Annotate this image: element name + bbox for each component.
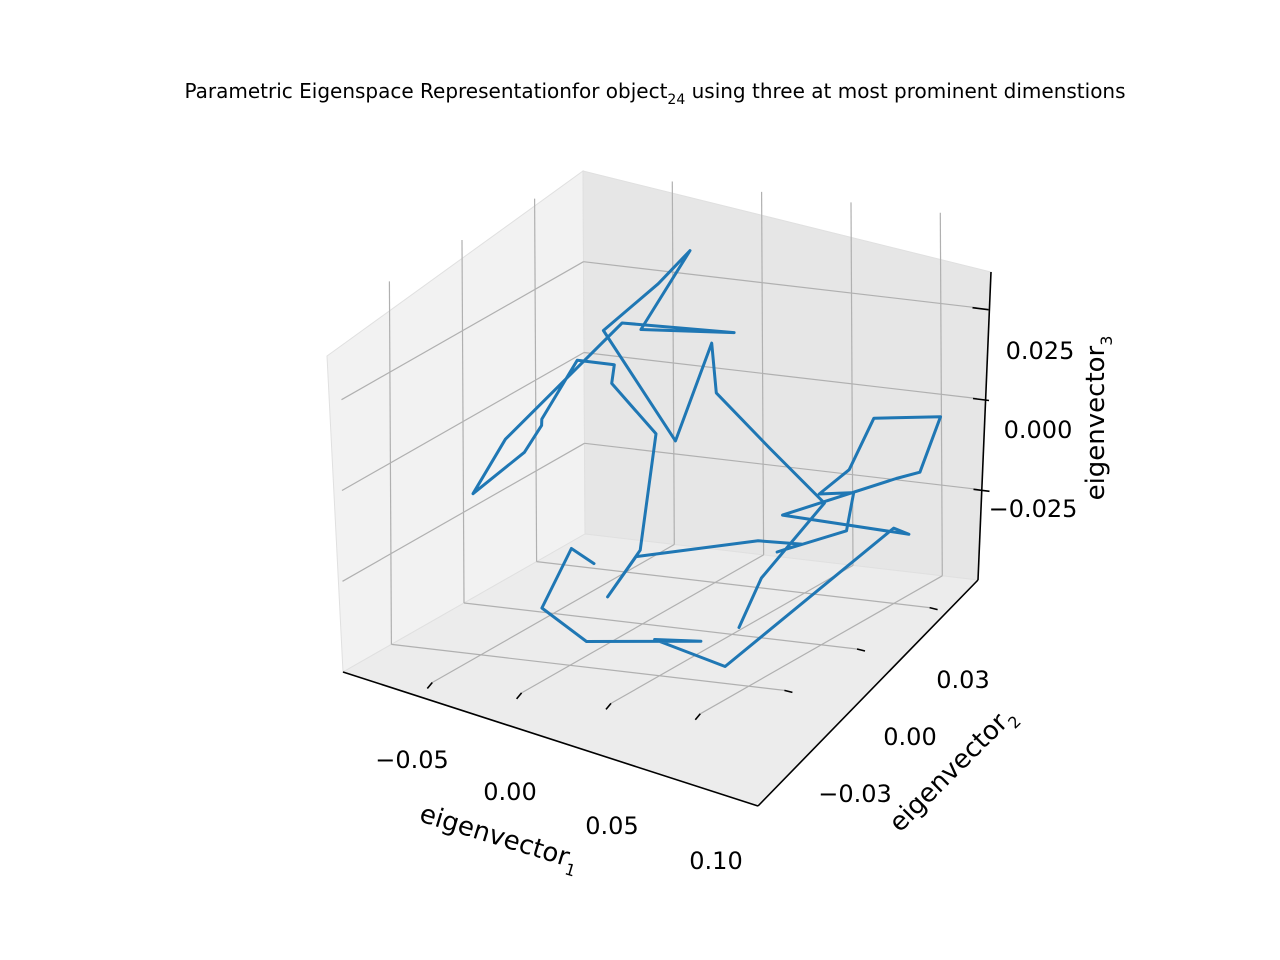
y-tick xyxy=(784,689,793,694)
z-tick xyxy=(972,397,990,402)
z-gridline xyxy=(583,261,977,309)
chart-title-sub: 24 xyxy=(667,92,685,108)
x-tick xyxy=(426,681,433,690)
z-gridline xyxy=(341,351,585,492)
x-tick-label: 0.10 xyxy=(689,847,742,875)
z-tick-label: 0.000 xyxy=(1004,416,1073,444)
z-tick-label: −0.025 xyxy=(989,495,1078,523)
x-axis-line xyxy=(342,671,759,807)
x-tick-labels: −0.05 0.00 0.05 0.10 xyxy=(375,746,742,875)
x-tick-label: −0.05 xyxy=(375,746,449,774)
z-gridline xyxy=(341,261,584,401)
y-gridline xyxy=(536,561,930,609)
z-tick-label: 0.025 xyxy=(1006,337,1075,365)
x-tick xyxy=(515,692,523,700)
axis-ticks xyxy=(426,306,990,721)
z-gridline xyxy=(584,442,978,490)
y-axis-line xyxy=(757,579,979,807)
z-gridline xyxy=(342,442,585,582)
x-tick xyxy=(694,713,701,721)
z-axis-line xyxy=(977,271,992,581)
y-tick-label: 0.03 xyxy=(936,666,989,694)
chart-title-main: Parametric Eigenspace Representationfor … xyxy=(184,79,667,103)
y-tick-label: 0.00 xyxy=(883,723,936,751)
y-axis-label: eigenvector2 xyxy=(883,700,1024,841)
y-gridline xyxy=(463,602,858,650)
y-gridline xyxy=(391,643,785,691)
y-tick-label: −0.03 xyxy=(818,780,892,808)
chart-title: Parametric Eigenspace Representationfor … xyxy=(184,79,1125,108)
z-tick xyxy=(973,488,990,493)
x-axis-label-main: eigenvector xyxy=(416,799,573,873)
y-tick-labels: −0.03 0.00 0.03 xyxy=(818,666,989,808)
z-axis-label-main: eigenvector xyxy=(1081,345,1111,500)
x-tick xyxy=(605,702,612,710)
chart-title-tail: using three at most prominent dimenstion… xyxy=(685,79,1125,103)
x-axis-label: eigenvector1 xyxy=(415,799,583,881)
x-tick-label: 0.05 xyxy=(585,812,638,840)
z-gridline xyxy=(583,351,978,400)
data-series-line xyxy=(471,249,942,668)
x-tick-label: 0.00 xyxy=(483,778,536,806)
y-tick xyxy=(856,648,866,652)
z-axis-label-sub: 3 xyxy=(1097,336,1116,346)
z-tick-labels: 0.025 0.000 −0.025 xyxy=(989,337,1078,523)
z-axis-label: eigenvector3 xyxy=(1081,336,1116,501)
y-tick xyxy=(929,606,938,611)
z-tick xyxy=(972,306,989,311)
